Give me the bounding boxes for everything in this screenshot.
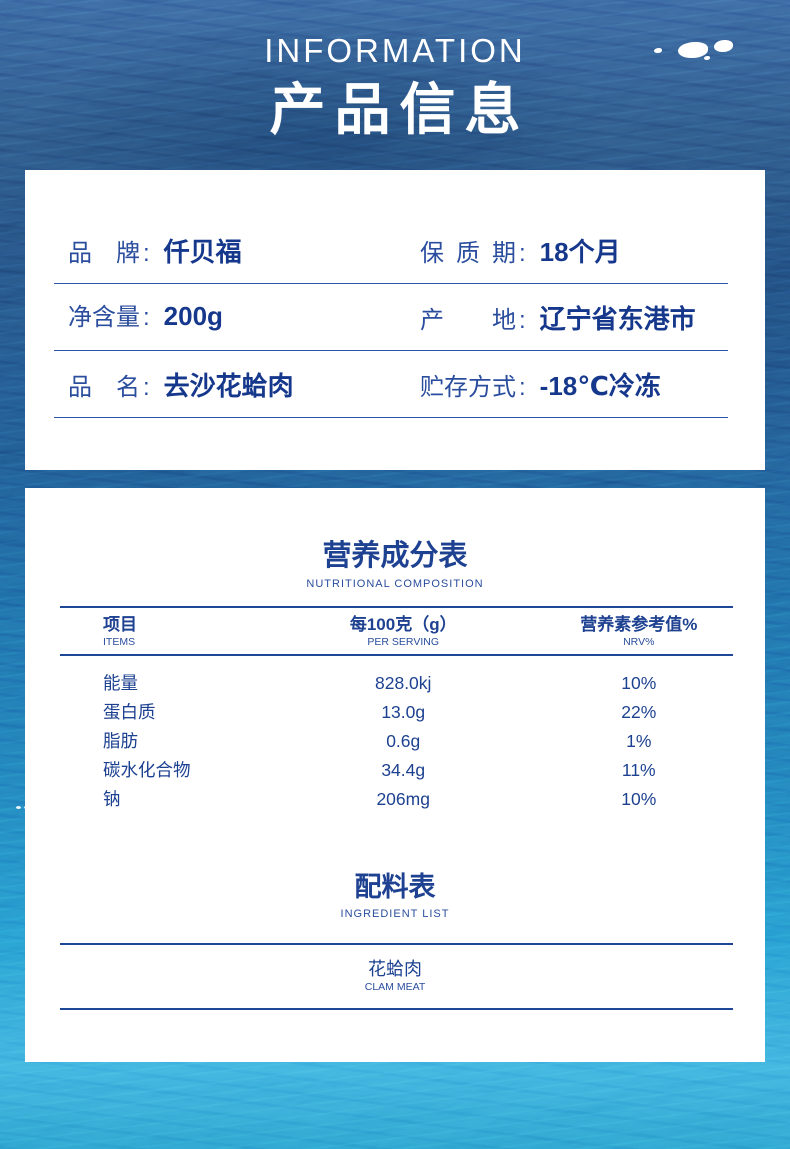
product-info-card: 品牌: 仟贝福 保质期: 18个月 净含量: 200g 产地: 辽宁省东港市 品… (25, 170, 765, 470)
column-items-cn: 项目 (103, 615, 137, 634)
info-row-1: 品牌: 仟贝福 保质期: 18个月 (54, 217, 728, 284)
row-per-serving: 13.0g (381, 702, 426, 722)
row-per-serving: 34.4g (381, 760, 426, 780)
colon: : (143, 239, 150, 267)
row-nrv: 10% (621, 789, 657, 809)
nutrition-title-cn: 营养成分表 (322, 540, 468, 572)
row-item: 脂肪 (103, 731, 138, 751)
row-per-serving: 206mg (376, 789, 430, 809)
ingredient-name-en: CLAM MEAT (364, 980, 426, 993)
colon: : (519, 239, 526, 267)
origin-label: 产地 (420, 306, 516, 334)
row-nrv: 1% (626, 731, 652, 751)
table-row: 碳水化合物 34.4g 11% (60, 756, 733, 785)
header-title-cn: 产品信息 (269, 78, 530, 141)
field-storage: 贮存方式: -18℃冷冻 (406, 366, 728, 403)
net-weight-value: 200g (163, 301, 223, 331)
row-nrv: 22% (621, 702, 657, 722)
row-nrv: 10% (621, 673, 657, 693)
nutrition-table-body: 能量 828.0kj 10% 蛋白质 13.0g 22% 脂肪 0.6g 1% … (60, 656, 733, 826)
water-foam (654, 40, 736, 62)
brand-value: 仟贝福 (163, 236, 242, 267)
column-per-serving: 每100克（g） PER SERVING (262, 614, 545, 649)
storage-value: -18℃冷冻 (539, 370, 661, 401)
storage-label: 贮存方式 (420, 373, 516, 401)
ingredient-name-cn: 花蛤肉 (368, 958, 422, 979)
row-nrv: 11% (621, 760, 656, 780)
ingredient-divider-bottom (60, 1007, 733, 1010)
column-per-serving-cn: 每100克（g） (349, 615, 457, 634)
field-shelf-life: 保质期: 18个月 (406, 232, 728, 269)
colon: : (519, 373, 526, 401)
colon: : (143, 304, 150, 331)
column-per-serving-en: PER SERVING (367, 636, 439, 648)
row-per-serving: 828.0kj (375, 673, 432, 693)
column-nrv-cn: 营养素参考值% (580, 615, 698, 634)
brand-label: 品牌 (68, 239, 140, 267)
info-row-2: 净含量: 200g 产地: 辽宁省东港市 (54, 284, 728, 351)
page-header: INFORMATION 产品信息 (0, 0, 790, 140)
row-item: 蛋白质 (103, 702, 156, 722)
nutrition-title-en: NUTRITIONAL COMPOSITION (306, 578, 484, 590)
field-net-weight: 净含量: 200g (54, 301, 406, 333)
row-per-serving: 0.6g (386, 731, 421, 751)
row-item: 钠 (103, 789, 121, 809)
net-weight-label: 净含量 (68, 304, 140, 331)
column-nrv: 营养素参考值% NRV% (545, 614, 733, 649)
ingredient-title-en: INGREDIENT LIST (340, 908, 450, 920)
nutrition-table-header: 项目 ITEMS 每100克（g） PER SERVING 营养素参考值% NR… (60, 608, 733, 656)
product-name-label: 品名 (68, 373, 140, 401)
row-item: 碳水化合物 (103, 760, 191, 780)
nutrition-table: 项目 ITEMS 每100克（g） PER SERVING 营养素参考值% NR… (60, 606, 733, 826)
colon: : (519, 306, 526, 334)
table-row: 蛋白质 13.0g 22% (60, 698, 733, 727)
product-name-value: 去沙花蛤肉 (163, 370, 294, 401)
column-items-en: ITEMS (103, 636, 136, 648)
header-title-en: INFORMATION (264, 32, 526, 69)
table-row: 脂肪 0.6g 1% (60, 727, 733, 756)
field-product-name: 品名: 去沙花蛤肉 (54, 366, 406, 403)
field-origin: 产地: 辽宁省东港市 (406, 299, 728, 336)
ingredient-title-cn: 配料表 (354, 872, 436, 902)
shelf-life-value: 18个月 (539, 236, 621, 267)
ingredient-divider-top (60, 943, 733, 945)
column-nrv-en: NRV% (623, 636, 655, 648)
shelf-life-label: 保质期 (420, 239, 516, 267)
colon: : (143, 373, 150, 401)
field-brand: 品牌: 仟贝福 (54, 232, 406, 269)
info-row-3: 品名: 去沙花蛤肉 贮存方式: -18℃冷冻 (54, 351, 728, 418)
origin-value: 辽宁省东港市 (539, 303, 696, 334)
column-items: 项目 ITEMS (60, 614, 262, 649)
table-row: 钠 206mg 10% (60, 785, 733, 814)
nutrition-card: 营养成分表 NUTRITIONAL COMPOSITION 项目 ITEMS 每… (25, 488, 765, 1062)
row-item: 能量 (103, 673, 138, 693)
table-row: 能量 828.0kj 10% (60, 669, 733, 698)
